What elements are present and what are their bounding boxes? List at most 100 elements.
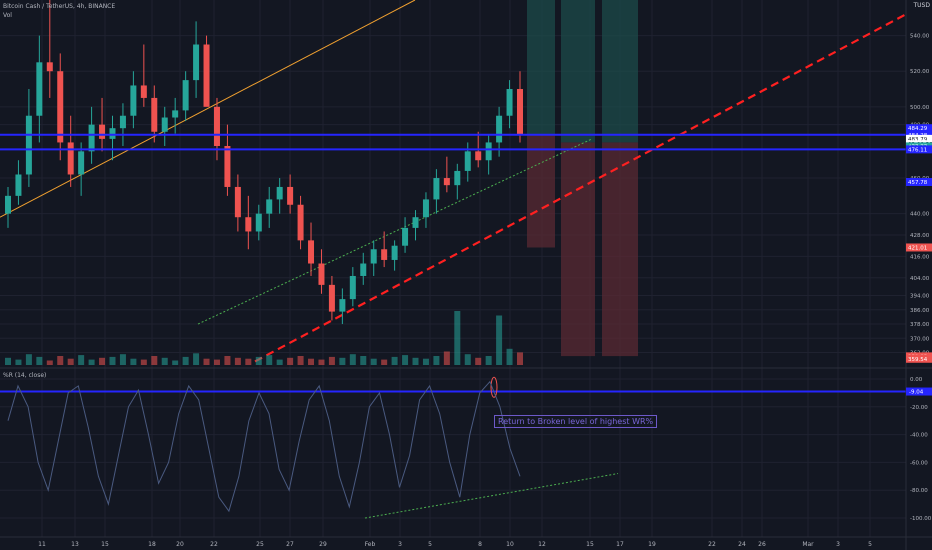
candle-body — [370, 249, 377, 264]
price-label-bg — [906, 354, 932, 363]
candle-body — [67, 142, 74, 175]
volume-bar — [391, 356, 398, 365]
price-label: 476.11 — [908, 147, 927, 153]
candle-body — [287, 186, 294, 205]
green-trendline — [197, 138, 593, 325]
volume-bar — [161, 357, 168, 365]
volume-bar — [193, 353, 200, 365]
x-tick-label: 24 — [738, 541, 746, 548]
price-label: 483.79 — [908, 137, 928, 143]
price-labels: 484.29484.28483.7902:00:38477.77476.1145… — [906, 124, 932, 396]
volume-bar — [339, 357, 346, 365]
x-tick-label: 18 — [148, 541, 156, 548]
volume-bar — [475, 357, 482, 365]
volume-bar — [433, 356, 440, 365]
y-tick-label: 416.00 — [910, 254, 930, 260]
volume-bar — [287, 357, 294, 365]
x-tick-label: 3 — [398, 541, 402, 548]
volume-bar — [485, 356, 492, 365]
candle-body — [193, 44, 200, 81]
orange-trendline — [0, 0, 416, 218]
volume-bar — [328, 356, 335, 365]
trendlines — [0, 0, 907, 519]
candle-body — [318, 263, 325, 285]
candle-body — [517, 89, 523, 136]
red-trendline — [254, 13, 907, 363]
currency-label[interactable]: TUSD — [913, 2, 931, 9]
wr-series-line — [7, 380, 521, 513]
x-tick-label: 5 — [868, 541, 872, 548]
y-tick-label: 520.00 — [910, 69, 930, 75]
volume-bar — [78, 355, 85, 365]
loss-zone — [527, 134, 555, 248]
wr-tick-label: -60.00 — [910, 460, 928, 466]
loss-zone — [561, 142, 595, 357]
candle-body — [475, 151, 482, 161]
volume-bar — [99, 357, 106, 365]
candle-body — [276, 186, 283, 200]
annotation-note: Return to Broken level of highest WR% — [494, 415, 658, 428]
candle-body — [266, 199, 273, 214]
y-tick-label: 370.00 — [910, 336, 930, 342]
candle-body — [78, 151, 85, 175]
volume-bar — [140, 359, 147, 365]
candle-body — [213, 106, 220, 146]
wr-highlight-circle — [490, 376, 498, 398]
volume-bar — [109, 356, 116, 365]
candle-body — [391, 245, 398, 260]
candle-body — [245, 217, 252, 232]
candle-body — [464, 151, 471, 171]
y-tick-label: 378.00 — [910, 322, 930, 328]
candle-body — [485, 142, 492, 161]
candle-body — [172, 110, 179, 118]
candle-body — [25, 115, 32, 175]
candle-body — [381, 249, 388, 260]
volume-bar — [46, 360, 53, 365]
wr-tick-label: -80.00 — [910, 488, 928, 494]
y-tick-label: 386.00 — [910, 308, 930, 314]
candle-body — [46, 62, 53, 72]
x-tick-label: 15 — [101, 541, 109, 548]
candles — [5, 0, 523, 325]
candle-body — [433, 178, 440, 200]
volume-bar — [464, 354, 471, 365]
candle-body — [99, 124, 106, 139]
horizontal-levels — [0, 133, 906, 398]
candle-body — [422, 199, 429, 218]
x-tick-label: 19 — [648, 541, 656, 548]
volume-bar — [443, 351, 450, 365]
volume-bar — [266, 355, 273, 365]
volume-bar — [360, 356, 367, 365]
candle-body — [224, 146, 231, 187]
x-tick-label: Mar — [802, 541, 814, 548]
volume-bars — [5, 311, 523, 365]
indicator-legend: %R (14, close) — [3, 372, 47, 379]
candle-body — [328, 284, 335, 312]
wr-level-label: -9.04 — [909, 390, 924, 396]
volume-bar — [245, 358, 252, 365]
volume-bar — [5, 357, 11, 365]
candle-body — [182, 80, 189, 111]
volume-bar — [203, 358, 210, 365]
price-label: 421.01 — [908, 245, 927, 251]
candle-body — [402, 227, 409, 246]
price-label: 359.54 — [908, 357, 928, 363]
candle-body — [151, 97, 158, 132]
candle-body — [349, 275, 356, 300]
candle-body — [360, 263, 367, 276]
price-label-bg — [906, 145, 932, 154]
volume-bar — [182, 356, 189, 365]
candle-body — [15, 174, 22, 196]
wr-tick-label: -20.00 — [910, 405, 928, 411]
y-tick-label: 404.00 — [910, 276, 930, 282]
y-tick-label: 440.00 — [910, 212, 930, 218]
candle-body — [308, 240, 315, 264]
x-tick-label: 29 — [319, 541, 327, 548]
candle-body — [5, 195, 11, 214]
williams-r-line — [7, 380, 521, 513]
volume-bar — [151, 356, 158, 365]
volume-bar — [297, 356, 304, 365]
candle-body — [443, 178, 450, 186]
